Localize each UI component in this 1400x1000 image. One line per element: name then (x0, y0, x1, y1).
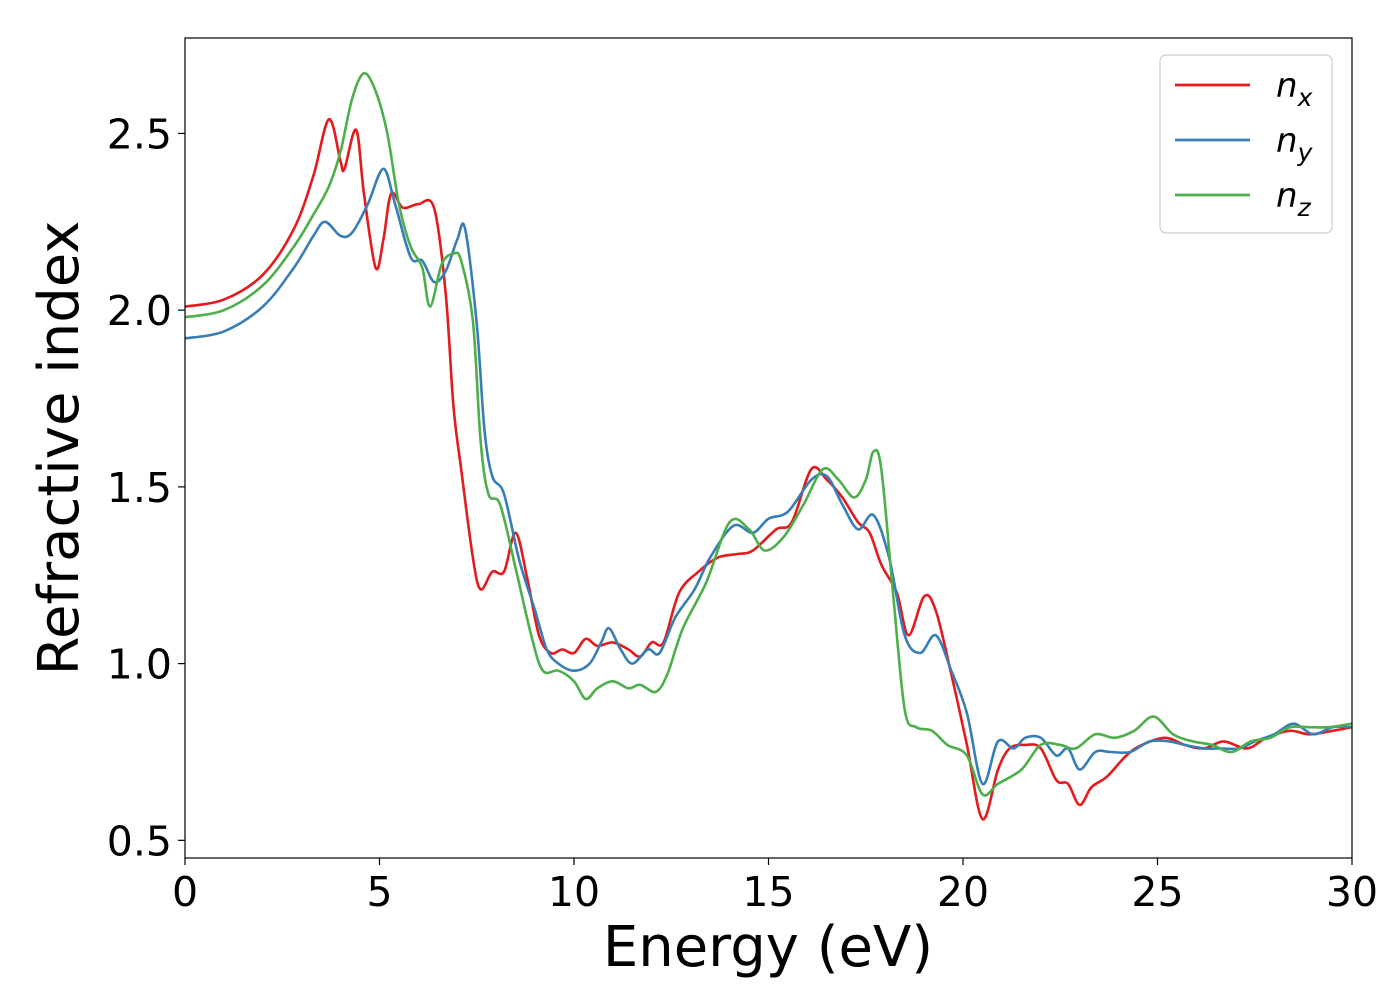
y-tick-label: 2.5 (107, 110, 172, 158)
legend-label-ny: ny (1276, 121, 1314, 167)
y-axis-ticks: 0.5 1.0 1.5 2.0 2.5 (107, 110, 185, 865)
y-tick-label: 2.0 (107, 287, 172, 335)
legend-label-nx: nx (1276, 66, 1313, 112)
x-axis-title: Energy (eV) (603, 915, 933, 980)
legend-box (1159, 54, 1333, 234)
y-tick-label: 1.0 (107, 641, 172, 689)
x-axis-ticks: 0 5 10 15 20 25 30 (172, 858, 1378, 916)
x-tick-label: 25 (1131, 868, 1183, 916)
series-layer (184, 71, 1353, 821)
series-line-nz (184, 71, 1353, 797)
x-tick-label: 30 (1326, 868, 1378, 916)
x-tick-label: 5 (366, 868, 392, 916)
x-tick-label: 20 (937, 868, 989, 916)
x-tick-label: 0 (172, 868, 198, 916)
x-tick-label: 10 (548, 868, 600, 916)
y-tick-label: 1.5 (107, 464, 172, 512)
series-line-ny (184, 167, 1353, 786)
x-tick-label: 15 (742, 868, 794, 916)
y-tick-label: 0.5 (107, 817, 172, 865)
y-axis-title: Refractive index (27, 221, 92, 676)
